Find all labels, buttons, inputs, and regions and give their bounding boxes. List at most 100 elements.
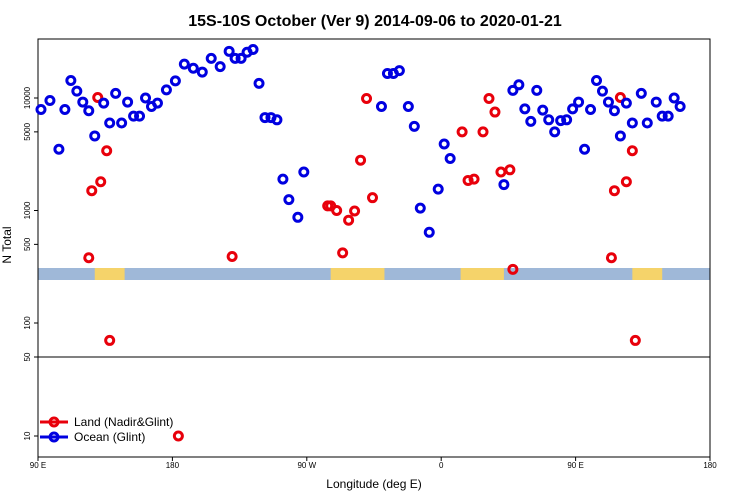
land-point (331, 205, 343, 216)
ocean-point (543, 114, 555, 126)
ocean-point (626, 117, 638, 129)
ocean-point (567, 103, 579, 115)
ocean-point (116, 117, 128, 129)
ocean-point (579, 143, 591, 155)
ocean-point (235, 52, 247, 64)
ocean-point (444, 152, 456, 164)
x-tick-label: 90 W (297, 461, 316, 470)
y-axis-label: N Total (0, 226, 14, 263)
ocean-point (561, 114, 573, 126)
ocean-point (537, 104, 549, 116)
land-point (489, 106, 501, 118)
ocean-point (432, 183, 444, 195)
land-point (608, 185, 620, 197)
x-tick-label: 90 E (30, 461, 46, 470)
series-ocean (35, 43, 686, 238)
land-point (605, 252, 617, 264)
y-tick-label: 1000 (23, 201, 32, 219)
ocean-point (77, 96, 89, 108)
ocean-point (498, 179, 510, 191)
land-point (620, 176, 632, 188)
land-ocean-mask (38, 268, 710, 280)
ocean-point (151, 97, 163, 109)
legend-land-marker (48, 416, 60, 428)
ocean-point (674, 101, 686, 113)
ocean-point (438, 138, 450, 150)
ocean-point (110, 87, 122, 99)
legend-ocean-label: Ocean (Glint) (74, 430, 145, 444)
y-tick-label: 100 (23, 316, 32, 330)
ocean-point (169, 75, 181, 87)
x-axis-label: Longitude (deg E) (326, 477, 421, 491)
ocean-point (573, 96, 585, 108)
ocean-point (650, 96, 662, 108)
land-point (172, 430, 184, 442)
ocean-point (160, 84, 172, 96)
land-point (507, 263, 519, 275)
ocean-point (223, 45, 235, 57)
land-point (477, 126, 489, 138)
ocean-point (408, 120, 420, 132)
chart-title: 15S-10S October (Ver 9) 2014-09-06 to 20… (188, 13, 562, 30)
ocean-point (271, 114, 283, 126)
ocean-point (641, 117, 653, 129)
ocean-point (292, 211, 304, 223)
ocean-point (122, 96, 134, 108)
land-point (101, 145, 113, 157)
ocean-point (513, 79, 525, 91)
y-tick-label: 50 (23, 352, 32, 361)
land-point (337, 247, 349, 259)
y-tick-label: 10 (23, 431, 32, 440)
ocean-point (585, 104, 597, 116)
ocean-point (591, 75, 603, 87)
land-point (626, 145, 638, 157)
ocean-point (549, 126, 561, 138)
ocean-point (668, 92, 680, 104)
ocean-point (423, 226, 435, 238)
ocean-point (59, 104, 71, 116)
land-point (355, 154, 367, 166)
ocean-point (402, 101, 414, 113)
ocean-point (531, 84, 543, 96)
land-point (104, 334, 116, 346)
ocean-point (259, 112, 271, 124)
ocean-point (662, 110, 674, 122)
ocean-point (525, 115, 537, 127)
ocean-point (596, 85, 608, 97)
ocean-point (89, 130, 101, 142)
ocean-point (205, 52, 217, 64)
land-point (367, 192, 379, 204)
ocean-point (393, 65, 405, 77)
y-tick-label: 500 (23, 237, 32, 251)
ocean-point (214, 61, 226, 73)
land-segment (94, 268, 125, 280)
ocean-point (35, 104, 47, 116)
plot-frame (37, 38, 711, 458)
x-tick-label: 0 (439, 461, 444, 470)
ocean-point (247, 43, 259, 55)
ocean-point (656, 110, 668, 122)
x-tick-label: 90 E (567, 461, 583, 470)
legend-ocean-marker (48, 431, 60, 443)
ocean-point (83, 105, 95, 117)
ocean-point (283, 194, 295, 206)
land-point (504, 164, 516, 176)
ocean-point (229, 52, 241, 64)
ocean-point (134, 110, 146, 122)
land-point (483, 92, 495, 104)
ocean-point (71, 85, 83, 97)
x-tick-label: 180 (166, 461, 180, 470)
ocean-point (298, 166, 310, 178)
land-segment (330, 268, 385, 280)
ocean-point (65, 75, 77, 87)
ocean-point (128, 110, 140, 122)
ocean-point (620, 97, 632, 109)
land-point (83, 252, 95, 264)
ocean-point (519, 103, 531, 115)
land-point (349, 205, 361, 217)
ocean-point (608, 105, 620, 117)
ocean-point (277, 173, 289, 185)
land-point (86, 185, 98, 197)
